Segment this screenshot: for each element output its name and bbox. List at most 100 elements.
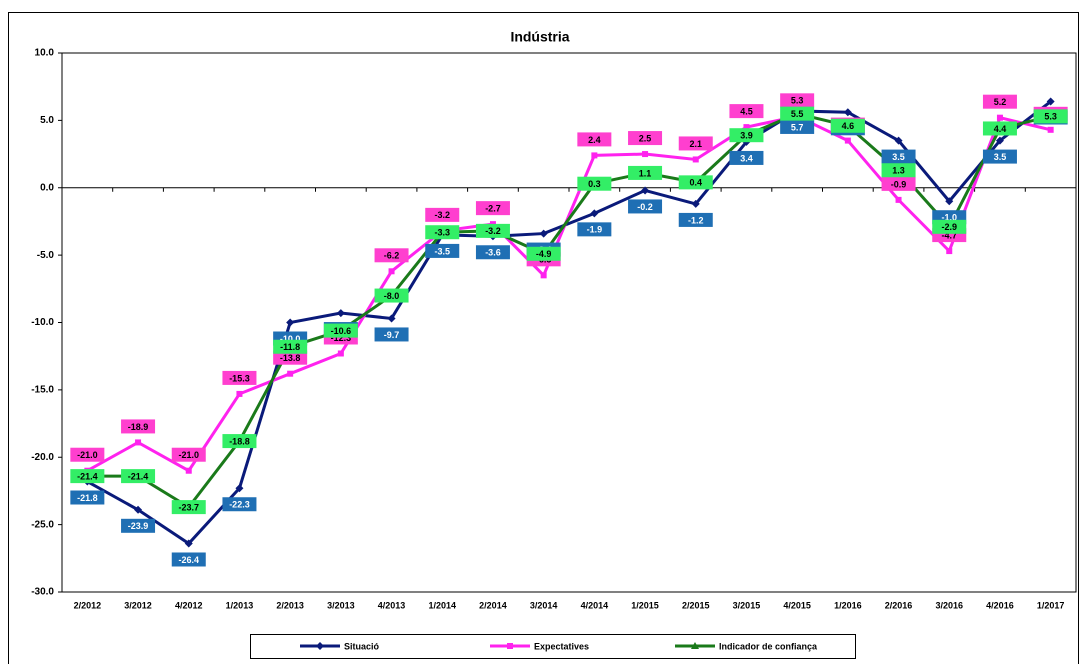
y-tick-label: -20.0 <box>31 452 54 463</box>
data-label: 5.5 <box>791 109 804 119</box>
point <box>946 248 953 255</box>
point <box>286 318 295 327</box>
data-label-bg <box>982 94 1017 109</box>
x-tick-label: 3/2013 <box>327 600 355 610</box>
data-label-bg <box>70 447 105 462</box>
point <box>336 309 345 318</box>
point <box>691 199 700 208</box>
point <box>236 390 243 397</box>
point <box>996 114 1003 121</box>
point <box>540 272 547 279</box>
data-label-bg <box>577 176 612 191</box>
data-label: -2.7 <box>485 204 501 214</box>
data-label: 3.5 <box>994 152 1007 162</box>
data-label: -21.0 <box>77 450 98 460</box>
data-label-bg <box>982 149 1017 164</box>
x-tick-label: 2/2013 <box>276 600 304 610</box>
data-label-bg <box>678 136 713 151</box>
point <box>743 124 750 131</box>
data-label: 0.3 <box>588 179 601 189</box>
data-label-bg <box>729 128 764 143</box>
data-label: 3.4 <box>740 153 753 163</box>
data-label-bg <box>780 119 815 134</box>
x-tick-label: 2/2012 <box>74 600 102 610</box>
data-label: -18.8 <box>229 436 250 446</box>
x-tick-label: 1/2015 <box>631 600 659 610</box>
legend-marker <box>691 642 699 649</box>
y-tick-label: -25.0 <box>31 519 54 530</box>
point <box>895 196 902 203</box>
data-label: -0.2 <box>637 202 653 212</box>
data-label: -1.0 <box>941 213 957 223</box>
data-label-bg <box>830 118 865 133</box>
data-label: -22.3 <box>229 500 250 510</box>
point <box>894 136 903 145</box>
data-label-bg <box>526 246 561 261</box>
data-label-bg <box>425 225 460 240</box>
data-label-bg <box>475 223 510 238</box>
point <box>184 539 193 548</box>
data-label: 5.7 <box>791 122 804 132</box>
legend-box <box>250 634 856 659</box>
point <box>388 268 395 275</box>
point <box>1047 126 1054 133</box>
chart-title: Indústria <box>510 29 569 45</box>
legend-label: Situació <box>344 641 380 651</box>
data-label: -21.0 <box>178 450 199 460</box>
data-label: -10.6 <box>331 326 352 336</box>
data-label: 1.1 <box>639 168 652 178</box>
data-label: 5.2 <box>994 97 1007 107</box>
data-label: 0.4 <box>689 178 702 188</box>
data-label-bg <box>121 518 156 533</box>
data-label-bg <box>171 500 206 515</box>
point <box>642 151 649 158</box>
data-label: -2.9 <box>941 222 957 232</box>
data-label-bg <box>678 212 713 227</box>
data-label: -21.4 <box>77 471 98 481</box>
data-label: -18.9 <box>128 422 149 432</box>
data-label: -12.3 <box>331 333 352 343</box>
x-tick-label: 3/2015 <box>733 600 761 610</box>
point <box>641 186 650 195</box>
data-label: -3.3 <box>434 228 450 238</box>
x-tick-label: 3/2016 <box>935 600 963 610</box>
data-label-bg <box>982 121 1017 136</box>
x-tick-label: 3/2014 <box>530 600 558 610</box>
data-label-bg <box>628 131 663 146</box>
point <box>1046 97 1055 106</box>
data-label: -3.5 <box>434 246 450 256</box>
x-tick-label: 1/2016 <box>834 600 862 610</box>
point <box>337 350 344 357</box>
data-label-bg <box>780 93 815 108</box>
data-label-bg <box>171 447 206 462</box>
x-tick-label: 1/2014 <box>428 600 456 610</box>
data-label: -13.8 <box>280 353 301 363</box>
data-label-bg <box>273 339 308 354</box>
data-label-bg <box>729 150 764 165</box>
data-label: -1.2 <box>688 215 704 225</box>
point <box>135 439 142 446</box>
data-label: 1.3 <box>892 166 905 176</box>
x-tick-label: 3/2012 <box>124 600 152 610</box>
data-label: 4.4 <box>994 124 1007 134</box>
data-label-bg <box>222 434 257 449</box>
y-tick-label: 10.0 <box>35 48 55 59</box>
chart-frame <box>8 12 1079 669</box>
data-label: -21.8 <box>77 493 98 503</box>
x-tick-label: 2/2015 <box>682 600 710 610</box>
data-label: 2.1 <box>689 139 702 149</box>
data-label-bg <box>121 419 156 434</box>
data-label-bg <box>323 323 358 338</box>
data-label-bg <box>628 165 663 180</box>
data-label-bg <box>932 219 967 234</box>
point <box>844 137 851 144</box>
data-label: 5.3 <box>1044 112 1057 122</box>
data-label: 3.9 <box>740 131 753 141</box>
data-label: -1.9 <box>587 225 603 235</box>
point <box>287 370 294 377</box>
data-label-bg <box>475 201 510 216</box>
point <box>995 136 1004 145</box>
data-label-bg <box>881 149 916 164</box>
